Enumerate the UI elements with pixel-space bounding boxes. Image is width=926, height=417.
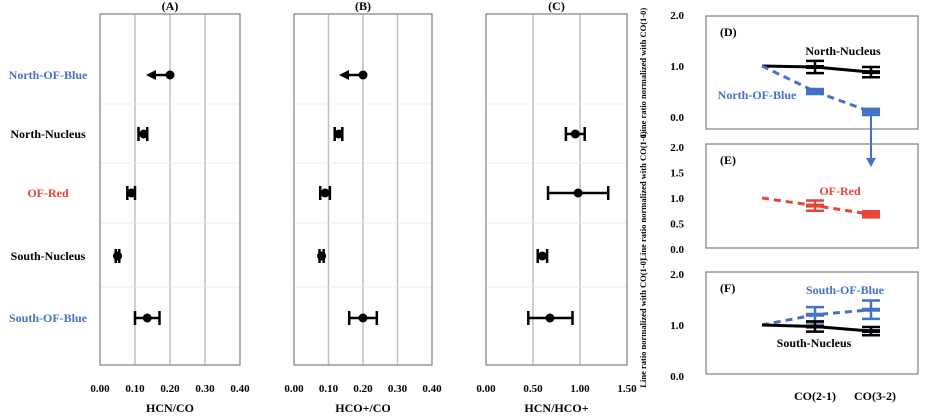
y-tick-label: 1.5 [670, 168, 684, 180]
category-label-south-of-blue: South-OF-Blue [9, 311, 88, 325]
y-tick-label: 1.0 [670, 320, 684, 332]
category-label-north-nucleus: North-Nucleus [10, 127, 86, 141]
panel-title: (D) [720, 25, 737, 39]
plot-frame [705, 15, 919, 130]
series-label: South-Nucleus [777, 336, 852, 350]
panel-title: (B) [355, 0, 371, 13]
category-label-south-nucleus: South-Nucleus [11, 249, 86, 263]
y-tick-label: 1.0 [670, 193, 684, 205]
series-label: South-OF-Blue [806, 283, 885, 297]
data-point [334, 129, 344, 139]
x-tick-label: 0.00 [284, 383, 304, 395]
y-tick-label: 2.0 [670, 10, 684, 22]
category-label-north-of-blue: North-OF-Blue [9, 68, 88, 82]
panel-b: (B) 0.00 0.10 0.20 0.30 0.40 HCO+/CO [284, 0, 442, 415]
upper-limit-arrow-head [339, 70, 349, 80]
data-point [113, 251, 122, 261]
x-tick-label: 0.40 [230, 383, 250, 395]
data-point [165, 70, 175, 80]
x-tick-label: 0.00 [476, 383, 496, 395]
plot-frame [293, 13, 433, 366]
plot-frame [705, 143, 919, 249]
data-point [537, 251, 547, 261]
x-tick-label: 0.30 [195, 383, 215, 395]
data-point [320, 188, 330, 198]
series-label: OF-Red [819, 184, 861, 198]
x-tick-label: 1.00 [570, 383, 590, 395]
x-tick-label: 0.40 [422, 383, 442, 395]
data-point [142, 313, 152, 323]
y-axis-label: Line ratio normalized with CO(1-0) [638, 258, 648, 388]
series-label: North-Nucleus [805, 44, 881, 58]
data-point [570, 129, 580, 139]
x-tick-label: 0.50 [523, 383, 543, 395]
x-tick-label: 0.20 [160, 383, 180, 395]
x-tick-label: 0.30 [388, 383, 408, 395]
x-axis-label: HCO+/CO [335, 401, 391, 415]
x-tick-label: CO(3-2) [854, 389, 896, 403]
x-tick-label: 0.20 [353, 383, 373, 395]
y-tick-label: 0.0 [670, 371, 684, 383]
panel-title: (A) [162, 0, 179, 13]
y-axis-label: Line ratio normalized with CO(1-0) [638, 8, 648, 138]
x-tick-label: 1.50 [617, 383, 637, 395]
data-point [573, 188, 583, 198]
series-line-north-of-blue [761, 64, 872, 114]
category-label-of-red: OF-Red [27, 186, 69, 200]
data-point [139, 129, 149, 139]
data-point [127, 188, 136, 198]
y-axis-label: Line ratio normalized with CO(1-0) [638, 131, 648, 261]
plot-frame [705, 271, 919, 375]
y-tick-label: 0.5 [670, 219, 684, 231]
x-axis-label: HCN/HCO+ [524, 401, 588, 415]
panel-f: (F) 0.0 1.0 2.0 Line ratio normalized with C… [638, 258, 919, 403]
y-tick-label: 0.0 [670, 244, 684, 256]
panel-c: (C) 0.00 0.50 1.00 1.50 HCN/HCO+ [476, 0, 637, 415]
data-point [317, 251, 327, 261]
panel-e: (E) 0.0 0.5 1.0 1.5 2.0 Line ratio normalized … [638, 131, 919, 261]
data-point [358, 313, 368, 323]
data-point [358, 70, 368, 80]
panel-d: (D) 0.0 1.0 2.0 Line ratio normalized with C… [638, 8, 919, 167]
x-axis-label: HCN/CO [146, 401, 194, 415]
data-point [545, 313, 555, 323]
y-tick-label: 0.0 [670, 112, 684, 124]
series-label: North-OF-Blue [718, 88, 797, 102]
x-tick-label: 0.00 [90, 383, 110, 395]
panel-title: (F) [720, 281, 735, 295]
y-tick-label: 1.0 [670, 61, 684, 73]
y-tick-label: 2.0 [670, 142, 684, 154]
plot-frame [99, 13, 241, 366]
plot-frame [485, 13, 628, 366]
upper-limit-arrow-head [146, 70, 156, 80]
x-tick-label: CO(2-1) [794, 389, 836, 403]
upper-limit-arrow-head [866, 158, 876, 167]
panel-a: (A) 0.00 0.10 0.20 0.30 0.40 HCN/CO [90, 0, 250, 415]
x-tick-label: 0.10 [125, 383, 145, 395]
y-tick-label: 2.0 [670, 269, 684, 281]
panel-title: (C) [548, 0, 565, 13]
x-tick-label: 0.10 [319, 383, 339, 395]
panel-title: (E) [720, 153, 736, 167]
